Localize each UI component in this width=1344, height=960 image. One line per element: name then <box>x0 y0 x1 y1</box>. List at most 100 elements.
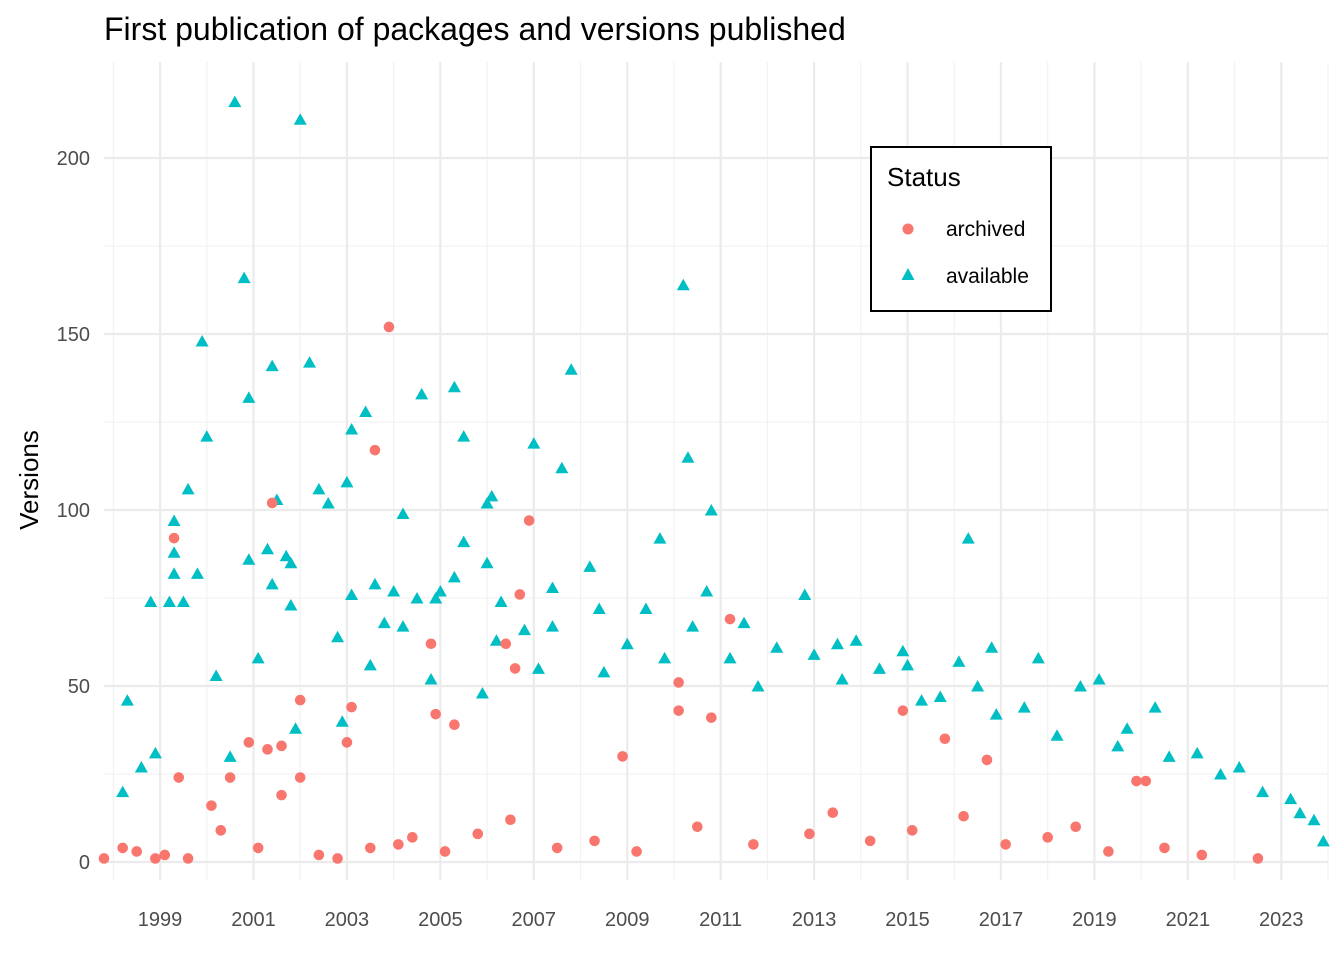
y-tick-label: 50 <box>68 676 90 698</box>
point-available <box>1120 722 1134 734</box>
point-available <box>531 662 545 674</box>
point-archived <box>981 754 993 766</box>
legend-marker-available <box>901 268 915 280</box>
point-archived <box>224 772 236 783</box>
point-available <box>335 715 349 727</box>
point-available <box>289 722 303 734</box>
point-available <box>148 746 162 759</box>
point-archived <box>631 846 642 857</box>
legend-title: Status <box>887 162 961 192</box>
y-tick-label: 0 <box>79 852 90 874</box>
point-available <box>686 620 700 632</box>
point-archived <box>692 821 703 833</box>
point-available <box>961 532 975 544</box>
point-available <box>676 278 690 291</box>
y-axis-tick-labels: 0 50 100 150 200 <box>57 148 90 874</box>
x-tick-label: 2017 <box>979 909 1024 931</box>
point-available <box>1073 680 1087 692</box>
point-available <box>1092 672 1106 685</box>
legend-box <box>870 146 1052 312</box>
x-tick-label: 2005 <box>418 909 463 931</box>
point-archived <box>673 677 684 688</box>
point-archived <box>505 814 516 826</box>
chart-title: First publication of packages and versio… <box>104 11 846 47</box>
point-available <box>896 644 910 657</box>
point-available <box>485 489 499 502</box>
point-available <box>658 651 672 664</box>
point-archived <box>252 842 264 854</box>
point-available <box>457 535 471 548</box>
point-available <box>261 542 275 555</box>
point-available <box>447 380 461 393</box>
point-available <box>284 556 298 569</box>
legend-label-archived: archived <box>946 218 1025 241</box>
legend-marker-archived <box>902 223 914 235</box>
point-archived <box>1196 849 1208 861</box>
point-available <box>242 391 256 403</box>
point-available <box>971 680 985 692</box>
point-archived <box>430 708 441 720</box>
point-available <box>195 335 209 347</box>
point-archived <box>182 853 194 864</box>
point-archived <box>346 701 357 713</box>
point-available <box>237 271 251 284</box>
point-available <box>1316 834 1330 847</box>
point-available <box>447 570 461 583</box>
legend: Status archived available <box>870 146 1052 312</box>
point-archived <box>159 849 171 861</box>
point-archived <box>364 842 376 854</box>
point-available <box>116 785 130 798</box>
point-archived <box>1140 775 1152 787</box>
point-available <box>564 363 578 375</box>
point-archived <box>439 846 451 857</box>
point-available <box>681 451 695 463</box>
point-available <box>1307 813 1321 826</box>
point-archived <box>864 835 876 847</box>
point-available <box>475 687 489 699</box>
point-available <box>639 602 653 615</box>
point-available <box>167 567 181 579</box>
point-archived <box>215 825 227 836</box>
point-available <box>345 588 359 600</box>
point-available <box>700 584 714 597</box>
point-archived <box>1131 775 1142 787</box>
point-available <box>952 655 966 667</box>
x-tick-label: 2013 <box>792 909 837 931</box>
point-available <box>527 437 541 449</box>
point-available <box>985 641 999 653</box>
point-archived <box>131 846 143 857</box>
x-tick-label: 2009 <box>605 909 650 931</box>
point-available <box>807 648 821 660</box>
point-available <box>849 634 863 646</box>
point-available <box>190 567 204 579</box>
x-tick-label: 2019 <box>1072 909 1117 931</box>
point-available <box>1148 701 1162 713</box>
point-archived <box>173 772 185 783</box>
x-tick-label: 2003 <box>325 909 370 931</box>
point-available <box>415 387 429 400</box>
point-archived <box>341 737 353 748</box>
point-available <box>592 602 606 615</box>
y-tick-label: 150 <box>57 324 90 346</box>
point-archived <box>117 842 128 854</box>
point-archived <box>706 712 717 723</box>
point-available <box>181 482 195 495</box>
point-archived <box>673 705 684 716</box>
y-axis-title: Versions <box>14 430 44 530</box>
point-archived <box>514 589 526 600</box>
data-points <box>98 95 1330 864</box>
point-archived <box>150 853 161 864</box>
point-available <box>321 496 335 509</box>
point-available <box>830 637 844 650</box>
point-archived <box>551 842 563 854</box>
point-available <box>176 595 190 608</box>
point-available <box>1190 746 1204 759</box>
legend-label-available: available <box>946 265 1029 288</box>
point-available <box>1256 785 1270 798</box>
point-archived <box>449 719 460 731</box>
point-available <box>723 651 737 664</box>
point-available <box>770 641 784 653</box>
point-available <box>228 95 242 108</box>
point-available <box>424 672 438 685</box>
x-tick-label: 1999 <box>138 909 183 931</box>
